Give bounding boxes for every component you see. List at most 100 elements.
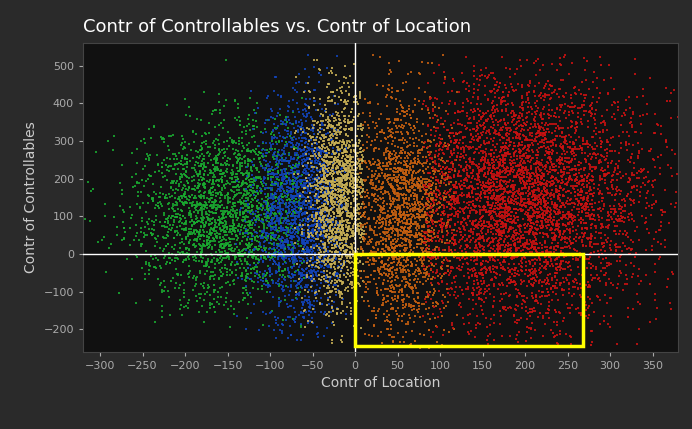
Point bbox=[412, 300, 424, 307]
Point bbox=[524, 83, 535, 90]
Point bbox=[630, 228, 641, 235]
Point bbox=[279, 126, 290, 133]
Point bbox=[329, 235, 340, 242]
Point bbox=[392, 178, 403, 185]
Point bbox=[471, 238, 482, 245]
Point bbox=[199, 162, 210, 169]
Point bbox=[275, 172, 286, 178]
Point bbox=[556, 203, 567, 210]
Point bbox=[356, 166, 367, 173]
Point bbox=[533, 172, 544, 178]
Point bbox=[327, 188, 338, 195]
Point bbox=[500, 221, 511, 227]
Point bbox=[310, 241, 321, 248]
Point bbox=[275, 186, 286, 193]
Point bbox=[432, 200, 443, 207]
Point bbox=[389, 191, 400, 198]
Point bbox=[500, 200, 511, 207]
Point bbox=[381, 293, 392, 299]
Point bbox=[363, 134, 374, 141]
Point bbox=[325, 219, 336, 226]
Point bbox=[414, 98, 425, 105]
Point bbox=[588, 79, 599, 86]
Point bbox=[350, 248, 361, 255]
Point bbox=[529, 230, 540, 237]
Point bbox=[530, 160, 541, 167]
Point bbox=[303, 131, 314, 138]
Point bbox=[527, 243, 538, 250]
Point bbox=[342, 138, 353, 145]
Point bbox=[440, 246, 451, 253]
Point bbox=[397, 312, 408, 319]
Point bbox=[480, 157, 491, 164]
Point bbox=[522, 104, 534, 111]
Point bbox=[512, 235, 523, 242]
Point bbox=[275, 172, 286, 179]
Point bbox=[570, 234, 581, 241]
Point bbox=[310, 135, 321, 142]
Point bbox=[537, 161, 548, 168]
Point bbox=[488, 187, 499, 193]
Point bbox=[270, 224, 281, 231]
Point bbox=[488, 215, 499, 222]
Point bbox=[570, 83, 581, 90]
Point bbox=[520, 304, 531, 311]
Point bbox=[280, 217, 291, 224]
Point bbox=[585, 161, 596, 168]
Point bbox=[469, 248, 480, 255]
Point bbox=[336, 225, 347, 232]
Point bbox=[379, 190, 390, 197]
Point bbox=[293, 209, 304, 216]
Point bbox=[253, 208, 264, 215]
Point bbox=[333, 263, 344, 269]
Point bbox=[334, 245, 345, 251]
Point bbox=[318, 170, 329, 177]
Point bbox=[419, 224, 430, 231]
Point bbox=[354, 160, 365, 167]
Point bbox=[314, 125, 325, 132]
Point bbox=[320, 154, 331, 160]
Point bbox=[537, 210, 548, 217]
Point bbox=[402, 253, 413, 260]
Point bbox=[493, 225, 504, 232]
Point bbox=[268, 154, 279, 160]
Point bbox=[516, 248, 527, 255]
Point bbox=[464, 212, 475, 219]
Point bbox=[602, 146, 613, 153]
Point bbox=[273, 253, 284, 260]
Point bbox=[311, 210, 322, 217]
Point bbox=[497, 152, 508, 159]
Point bbox=[377, 206, 388, 213]
Point bbox=[375, 224, 386, 231]
Point bbox=[650, 177, 661, 184]
Point bbox=[540, 310, 552, 317]
Point bbox=[331, 169, 343, 175]
Point bbox=[464, 144, 475, 151]
Point bbox=[339, 249, 350, 256]
Point bbox=[449, 221, 460, 227]
Point bbox=[439, 141, 450, 148]
Point bbox=[345, 118, 356, 125]
Point bbox=[266, 184, 277, 191]
Point bbox=[459, 123, 471, 130]
Point bbox=[346, 229, 357, 236]
Point bbox=[361, 284, 372, 290]
Point bbox=[596, 250, 607, 257]
Point bbox=[329, 193, 340, 200]
Point bbox=[223, 235, 234, 242]
Point bbox=[309, 87, 320, 94]
Point bbox=[446, 211, 457, 218]
Point bbox=[418, 181, 429, 188]
Point bbox=[170, 195, 181, 202]
Point bbox=[498, 185, 509, 192]
Point bbox=[332, 199, 343, 205]
Point bbox=[292, 190, 303, 197]
Point bbox=[535, 191, 546, 198]
Point bbox=[161, 194, 172, 201]
Point bbox=[309, 249, 320, 256]
Point bbox=[302, 159, 313, 166]
Point bbox=[307, 247, 318, 254]
Point bbox=[301, 247, 312, 254]
Point bbox=[280, 227, 291, 234]
Point bbox=[477, 164, 488, 171]
